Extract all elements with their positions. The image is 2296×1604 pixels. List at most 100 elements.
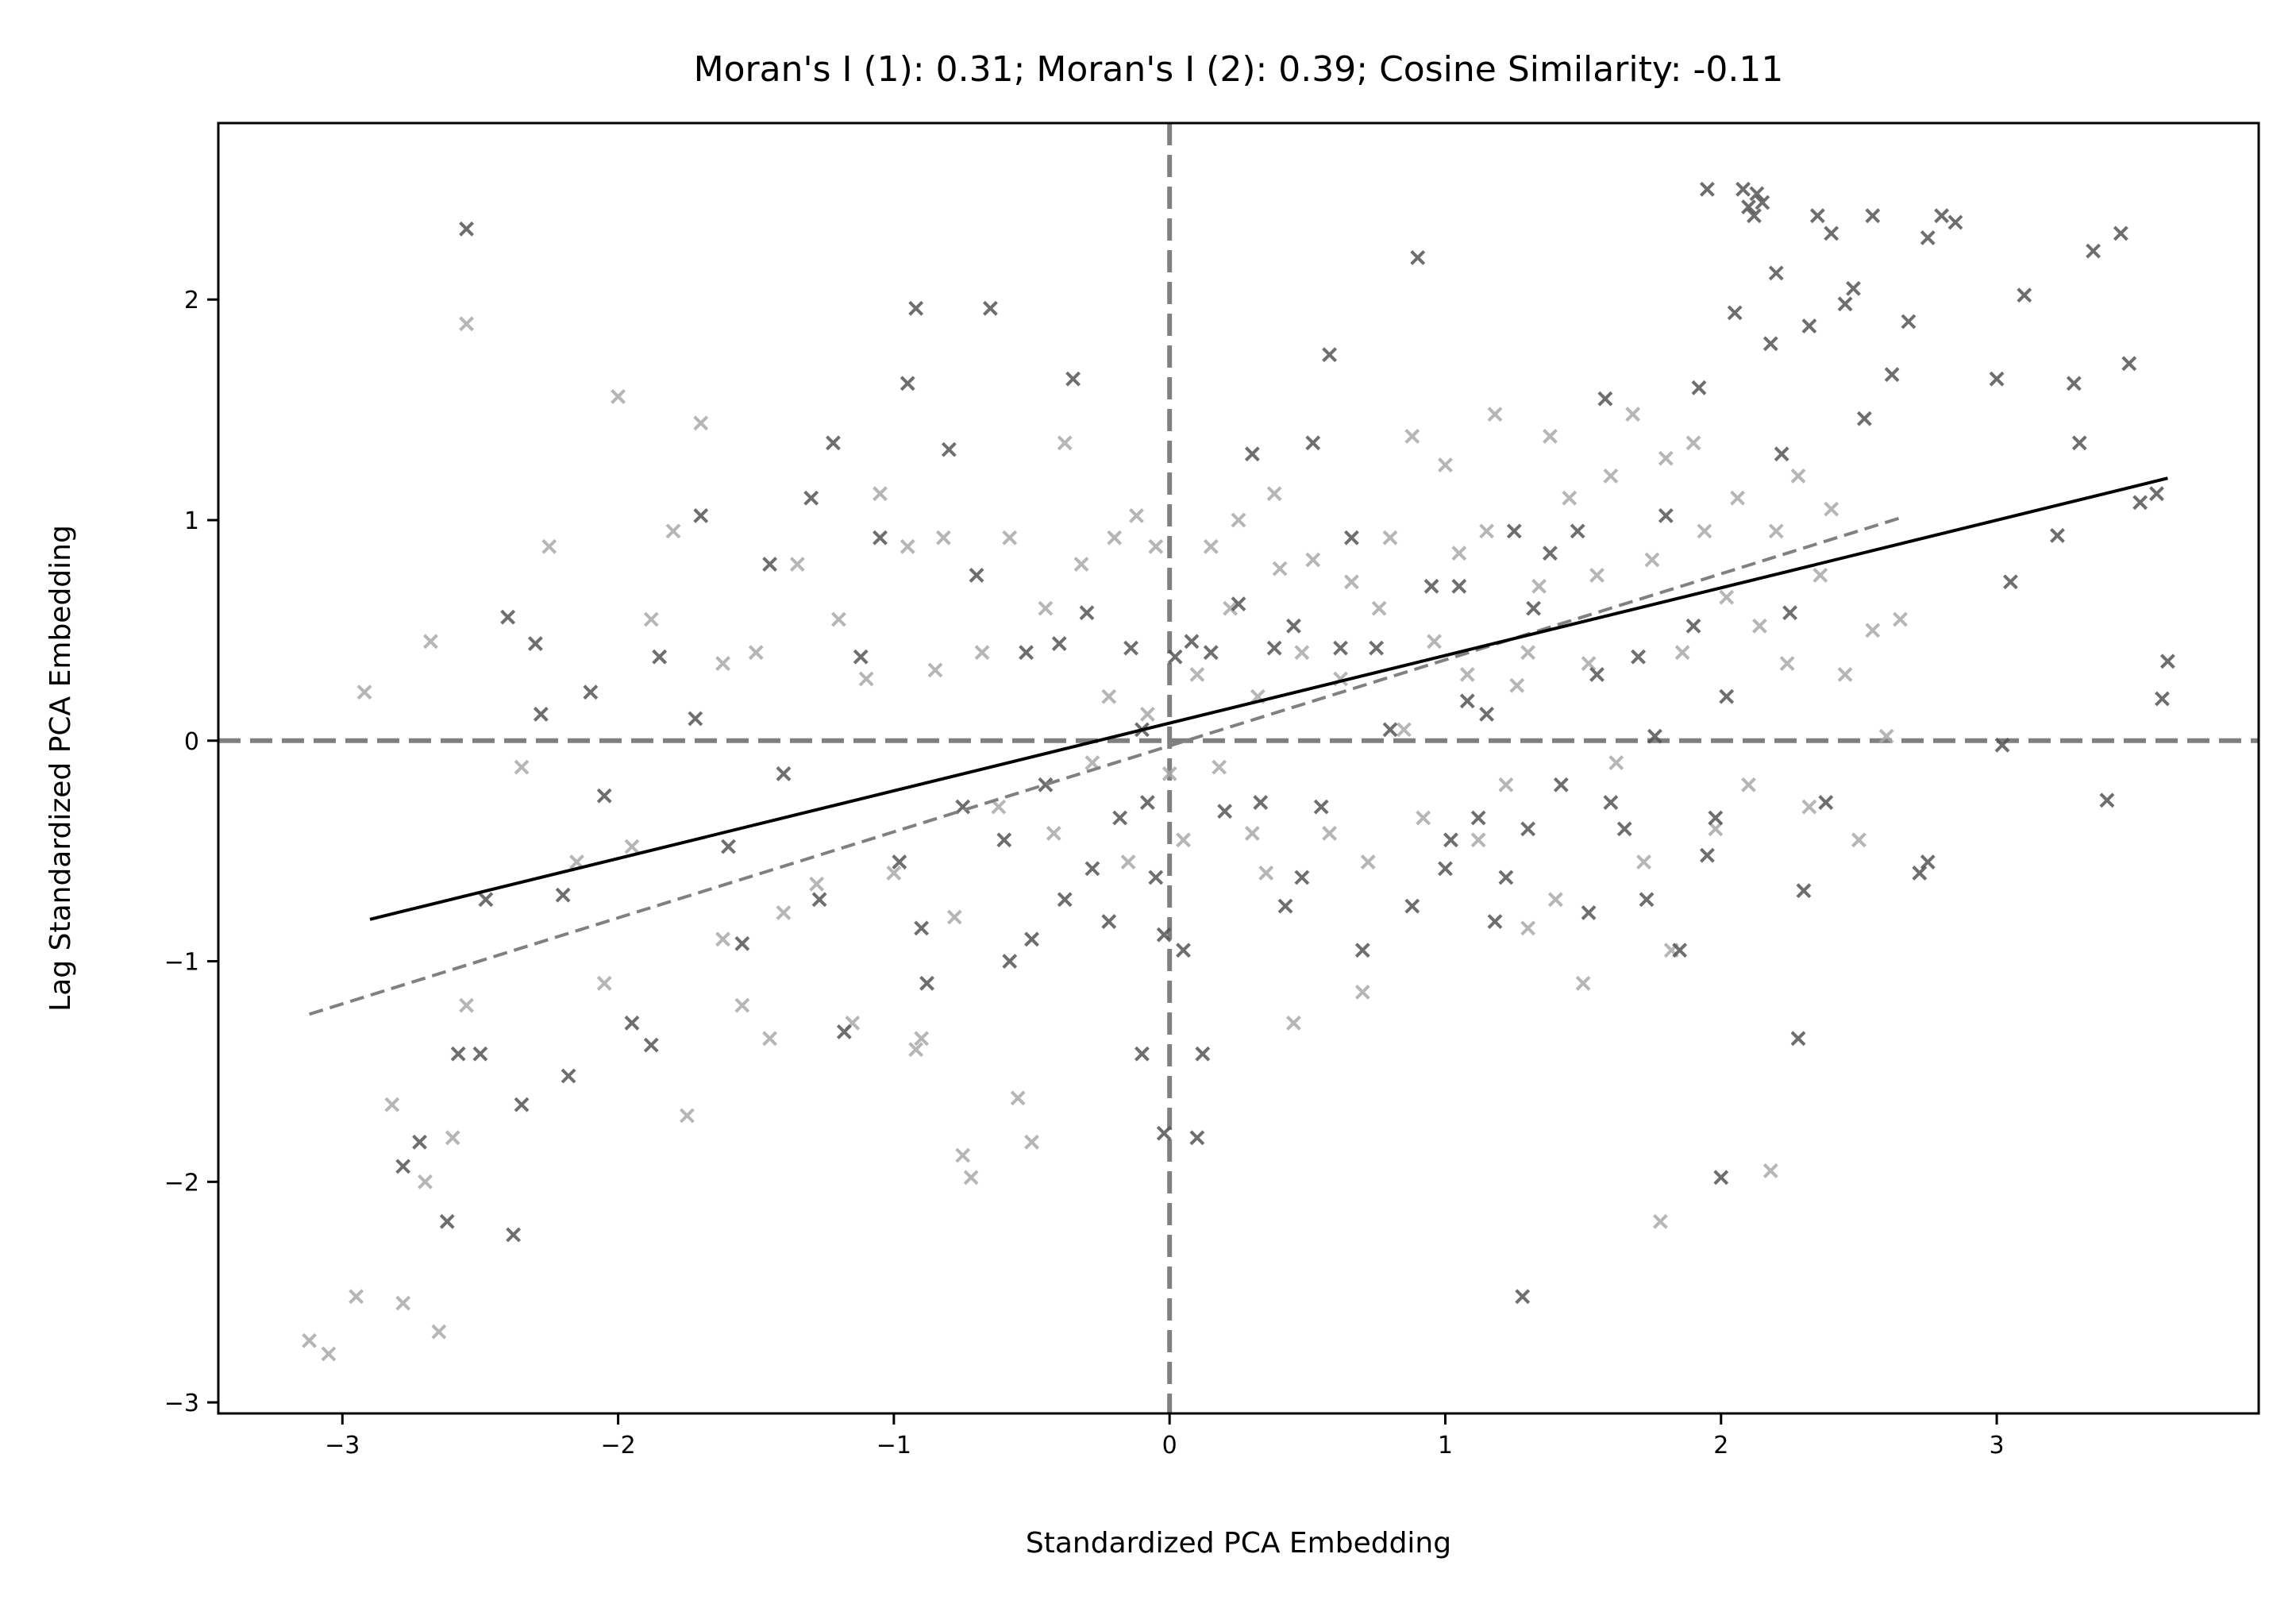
data-point [643, 611, 659, 627]
data-point [1543, 429, 1558, 444]
data-point [1079, 605, 1095, 621]
data-point [643, 1037, 659, 1053]
data-point [1509, 677, 1525, 693]
data-point [1195, 1046, 1211, 1062]
data-point [423, 634, 438, 650]
data-point [748, 645, 764, 661]
data-point [583, 684, 599, 700]
data-point [1912, 866, 1928, 881]
data-point [611, 389, 626, 404]
data-point [1487, 914, 1503, 929]
data-point [1396, 722, 1412, 738]
data-point [1878, 728, 1894, 744]
data-point [1333, 640, 1348, 656]
data-point [1708, 810, 1724, 826]
x-tick-label: −3 [325, 1432, 360, 1459]
data-point [1837, 296, 1853, 312]
data-point [1438, 861, 1453, 877]
data-point [836, 1024, 852, 1039]
data-point [624, 1015, 640, 1031]
data-point [983, 300, 998, 316]
x-tick-label: 0 [1162, 1432, 1177, 1459]
data-point [1644, 552, 1660, 568]
data-point [1989, 371, 2005, 387]
data-point [1129, 508, 1144, 523]
data-point [1470, 810, 1486, 826]
data-point [1755, 195, 1770, 210]
data-point [1354, 985, 1370, 1000]
data-point [1286, 618, 1301, 634]
data-point [914, 1031, 930, 1047]
data-point [1562, 490, 1578, 506]
data-point [1779, 656, 1795, 671]
data-point [1901, 314, 1917, 330]
data-point [1343, 574, 1359, 590]
data-point [1019, 645, 1034, 661]
data-point [1322, 826, 1338, 841]
y-tick-label: −3 [164, 1390, 199, 1417]
data-point [1184, 634, 1200, 650]
data-point [1994, 737, 2010, 753]
data-point [459, 221, 474, 237]
data-point [1057, 435, 1073, 451]
data-point [941, 441, 957, 457]
data-point [996, 832, 1012, 848]
data-point [1685, 435, 1701, 451]
data-point [1371, 600, 1387, 616]
data-point [1212, 759, 1227, 775]
data-point [356, 684, 372, 700]
data-point [1639, 892, 1655, 908]
data-point [1708, 821, 1724, 837]
data-point [349, 1289, 364, 1305]
data-point [1382, 530, 1398, 546]
data-point [1730, 490, 1746, 506]
data-point [1691, 380, 1707, 395]
data-point [1520, 821, 1536, 837]
data-point [1719, 589, 1735, 605]
data-point [665, 523, 681, 539]
data-point [1920, 854, 1936, 869]
data-point [946, 909, 962, 925]
fit-line-solid [369, 476, 2168, 921]
data-point [1258, 866, 1274, 881]
data-point [1658, 450, 1674, 466]
data-point [514, 1097, 530, 1112]
data-point [445, 1130, 460, 1146]
data-point [1459, 667, 1475, 682]
data-point [1002, 954, 1018, 969]
data-point [1713, 1170, 1729, 1186]
data-point [395, 1159, 411, 1174]
data-point [734, 935, 750, 951]
data-point [1553, 777, 1569, 792]
data-point [1674, 645, 1690, 661]
data-point [1451, 578, 1467, 594]
data-point [1697, 523, 1712, 539]
data-point [533, 707, 549, 722]
data-point [384, 1097, 400, 1112]
data-point [1589, 667, 1605, 682]
data-point [721, 839, 736, 854]
data-point [1024, 931, 1039, 947]
data-point [873, 486, 888, 502]
data-point [1790, 468, 1806, 484]
data-point [974, 645, 990, 661]
data-point [1369, 640, 1385, 656]
data-point [762, 557, 778, 572]
data-point [1685, 618, 1701, 634]
data-point [1818, 795, 1834, 810]
data-point [1051, 636, 1067, 651]
data-point [1520, 645, 1536, 661]
data-point [2050, 528, 2065, 543]
data-point [2113, 226, 2128, 241]
data-point [1741, 199, 1756, 214]
data-point [624, 839, 640, 854]
data-point [1727, 305, 1743, 321]
data-point [1277, 898, 1293, 914]
data-point [1768, 265, 1784, 281]
data-point [1404, 429, 1420, 444]
data-point [1747, 208, 1762, 224]
data-point [762, 1031, 778, 1047]
y-tick-label: 0 [184, 728, 199, 756]
data-point [1699, 847, 1715, 863]
